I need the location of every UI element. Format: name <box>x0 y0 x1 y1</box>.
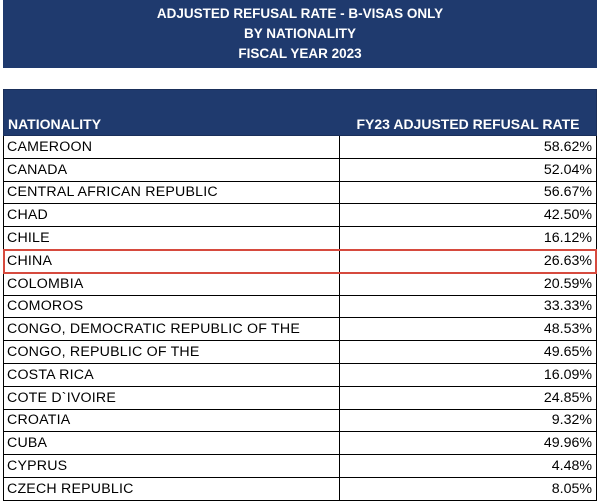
table-row: CONGO, REPUBLIC OF THE 49.65% <box>4 341 596 364</box>
table-row: CYPRUS 4.48% <box>4 455 596 478</box>
refusal-rate-cell: 52.04% <box>543 161 592 178</box>
table-row: CAMEROON 58.62% <box>4 136 596 159</box>
table-row: COLOMBIA 20.59% <box>4 272 596 296</box>
table-row: CANADA 52.04% <box>4 158 596 182</box>
nationality-cell: CENTRAL AFRICAN REPUBLIC <box>4 181 340 204</box>
report-title-banner: ADJUSTED REFUSAL RATE - B-VISAS ONLY BY … <box>3 0 597 68</box>
refusal-rate-cell: 16.09% <box>543 366 592 383</box>
refusal-rate-cell: 9.32% <box>551 412 592 429</box>
refusal-rate-cell: 48.53% <box>543 321 592 338</box>
report-title: ADJUSTED REFUSAL RATE - B-VISAS ONLY <box>156 6 444 21</box>
nationality-cell: CONGO, REPUBLIC OF THE <box>4 341 340 363</box>
column-header-nationality: NATIONALITY <box>8 116 102 132</box>
table-row-highlighted: CHINA 26.63% <box>3 248 597 274</box>
table-row: CHILE 16.12% <box>4 227 596 250</box>
refusal-rate-cell: 58.62% <box>543 138 592 155</box>
refusal-rate-cell: 24.85% <box>543 389 592 406</box>
nationality-cell: CONGO, DEMOCRATIC REPUBLIC OF THE <box>4 318 340 341</box>
nationality-cell: COMOROS <box>4 295 340 318</box>
nationality-cell: CHINA <box>4 249 340 272</box>
refusal-rate-cell: 16.12% <box>543 230 592 247</box>
table-row: COMOROS 33.33% <box>4 295 596 319</box>
column-header-refusal-rate: FY23 ADJUSTED REFUSAL RATE <box>356 116 580 132</box>
refusal-rate-cell: 8.05% <box>551 480 592 497</box>
refusal-rate-cell: 20.59% <box>543 275 592 292</box>
refusal-rate-cell: 33.33% <box>543 298 592 315</box>
table-row: CZECH REPUBLIC 8.05% <box>4 477 596 501</box>
table-row: COSTA RICA 16.09% <box>4 363 596 387</box>
table-row: CENTRAL AFRICAN REPUBLIC 56.67% <box>4 181 596 205</box>
nationality-cell: CZECH REPUBLIC <box>4 477 340 500</box>
nationality-cell: CHAD <box>4 204 340 227</box>
table-row: CHAD 42.50% <box>4 204 596 228</box>
nationality-cell: COSTA RICA <box>4 363 340 386</box>
refusal-rate-cell: 49.65% <box>543 344 592 361</box>
nationality-cell: COTE D`IVOIRE <box>4 386 340 409</box>
report-subtitle: BY NATIONALITY <box>243 26 356 41</box>
refusal-rate-cell: 4.48% <box>551 458 592 475</box>
table-row: CUBA 49.96% <box>4 432 596 456</box>
nationality-cell: CAMEROON <box>4 136 340 158</box>
refusal-rate-cell: 49.96% <box>543 435 592 452</box>
table-body: CAMEROON 58.62% CANADA 52.04% CENTRAL AFRICA… <box>3 136 597 501</box>
refusal-rate-table: NATIONALITY FY23 ADJUSTED REFUSAL RATE C… <box>3 89 597 501</box>
nationality-cell: CHILE <box>4 227 340 249</box>
table-header-row: NATIONALITY FY23 ADJUSTED REFUSAL RATE <box>3 89 597 136</box>
nationality-cell: CYPRUS <box>4 455 340 477</box>
nationality-cell: CANADA <box>4 158 340 181</box>
table-row: CONGO, DEMOCRATIC REPUBLIC OF THE 48.53% <box>4 318 596 342</box>
nationality-cell: CROATIA <box>4 409 340 432</box>
table-row: COTE D`IVOIRE 24.85% <box>4 386 596 410</box>
nationality-cell: COLOMBIA <box>4 272 340 295</box>
table-row: CROATIA 9.32% <box>4 409 596 433</box>
refusal-rate-cell: 56.67% <box>543 184 592 201</box>
refusal-rate-cell: 42.50% <box>543 207 592 224</box>
report-fiscal-year: FISCAL YEAR 2023 <box>238 46 362 61</box>
nationality-cell: CUBA <box>4 432 340 455</box>
refusal-rate-cell: 26.63% <box>543 252 592 269</box>
